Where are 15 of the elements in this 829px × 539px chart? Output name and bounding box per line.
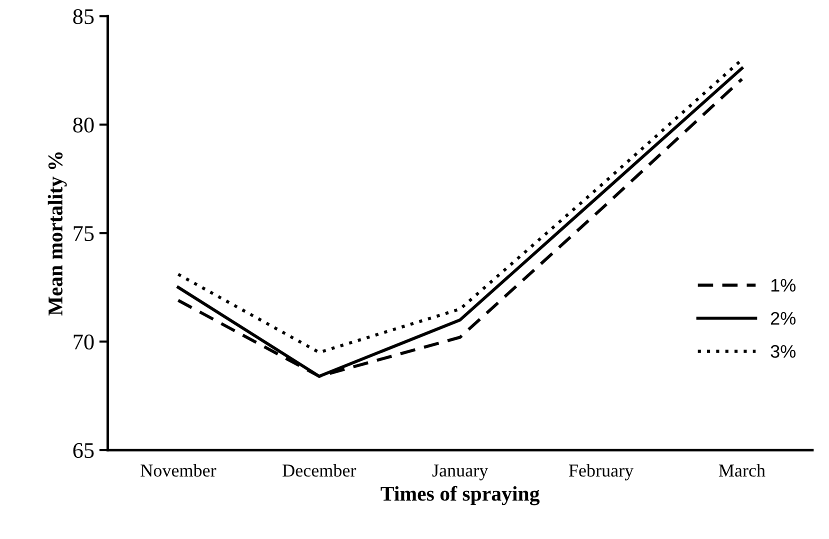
y-tick-label: 75 (74, 226, 94, 242)
x-axis-title: Times of spraying (380, 486, 540, 506)
y-tick-label: 65 (73, 443, 94, 458)
x-tick-label: December (282, 464, 356, 477)
legend-label: 2% (770, 312, 796, 325)
legend-label: 3% (770, 345, 796, 358)
x-tick-label: March (718, 464, 766, 477)
y-axis-title: Mean mortality % (48, 152, 67, 316)
x-tick-label: November (140, 464, 216, 477)
y-tick-label: 70 (74, 334, 94, 350)
x-tick-label: January (432, 464, 488, 480)
x-tick-label: February (568, 464, 634, 480)
legend-label: 1% (771, 278, 796, 292)
y-tick-label: 80 (73, 118, 94, 133)
y-tick-label: 85 (73, 9, 94, 24)
